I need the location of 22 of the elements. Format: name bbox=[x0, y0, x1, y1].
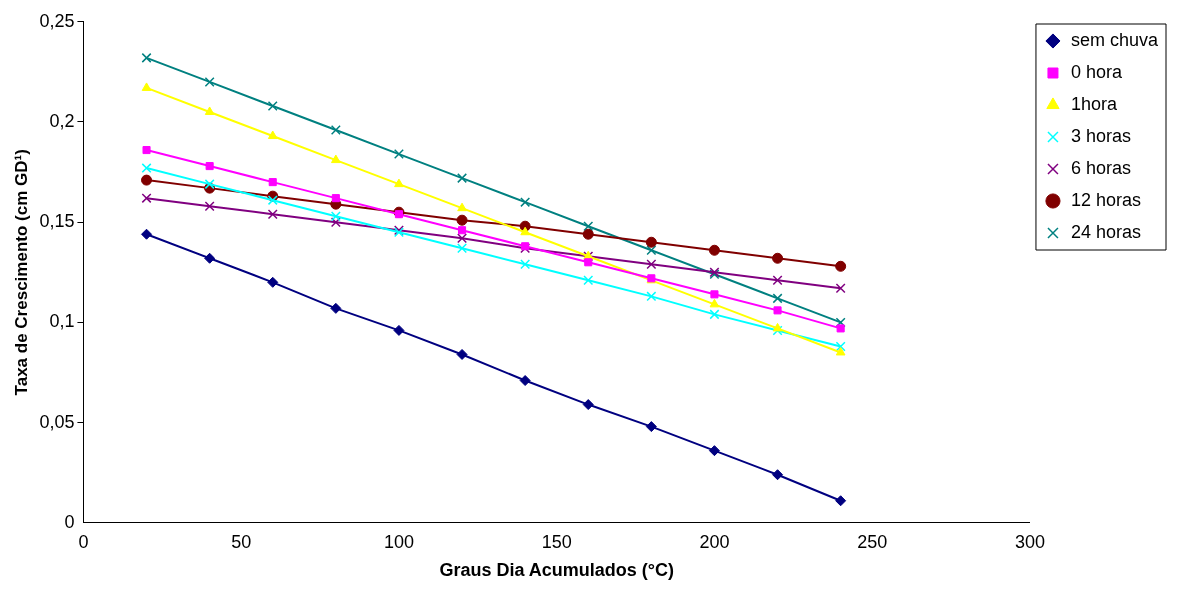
legend-label: 24 horas bbox=[1070, 221, 1142, 242]
x-tick-label: 250 bbox=[857, 531, 888, 552]
y-axis-title: Taxa de Crescimento (cm GD¹) bbox=[11, 149, 31, 396]
legend-label: 0 hora bbox=[1070, 61, 1123, 82]
y-tick-label: 0,1 bbox=[49, 311, 75, 332]
x-tick-label: 150 bbox=[541, 531, 572, 552]
legend-label: 6 horas bbox=[1070, 157, 1132, 178]
x-axis-title: Graus Dia Acumulados (°C) bbox=[439, 560, 674, 581]
x-tick-label: 0 bbox=[78, 531, 89, 552]
y-tick-label: 0,05 bbox=[39, 411, 75, 432]
legend-label: 1hora bbox=[1070, 93, 1118, 114]
legend-label: 3 horas bbox=[1070, 125, 1132, 146]
y-tick-label: 0 bbox=[64, 511, 75, 532]
y-tick-label: 0,15 bbox=[39, 211, 75, 232]
x-tick-label: 200 bbox=[699, 531, 730, 552]
y-tick-label: 0,2 bbox=[49, 110, 75, 131]
x-tick-label: 50 bbox=[231, 531, 252, 552]
legend-label: 12 horas bbox=[1070, 189, 1142, 210]
y-tick-label: 0,25 bbox=[39, 10, 75, 31]
legend-label: sem chuva bbox=[1070, 29, 1159, 50]
x-tick-label: 300 bbox=[1014, 531, 1045, 552]
x-tick-label: 100 bbox=[383, 531, 414, 552]
